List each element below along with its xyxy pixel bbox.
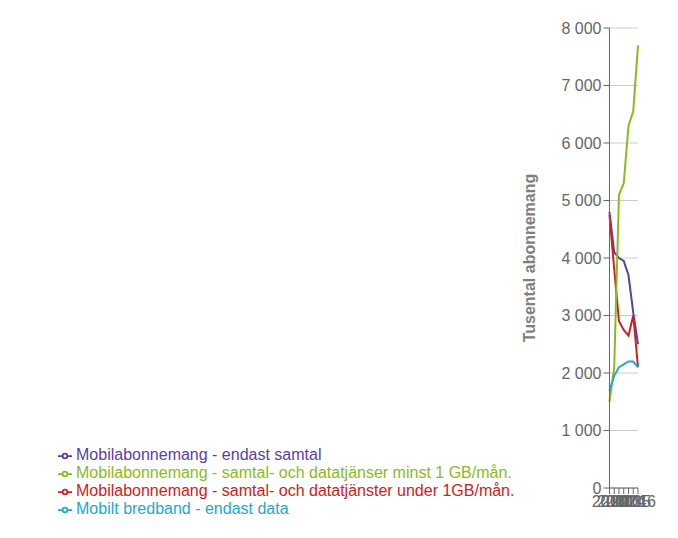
html-text:Mobilabonnemang - endast samta: Mobilabonnemang - endast samtal [76, 446, 322, 463]
svg-text:1 000: 1 000 [561, 422, 601, 439]
html-text:Mobilabonnemang - samtal- och: Mobilabonnemang - samtal- och datatjänst… [76, 482, 515, 499]
svg-text:3 000: 3 000 [561, 307, 601, 324]
svg-text:6 000: 6 000 [561, 135, 601, 152]
svg-text:5 000: 5 000 [561, 192, 601, 209]
svg-text:0: 0 [593, 480, 602, 497]
svg-text:Tusental abonnemang: Tusental abonnemang [521, 174, 538, 343]
svg-text:2016: 2016 [620, 493, 656, 510]
html-text:Mobilabonnemang - samtal- och: Mobilabonnemang - samtal- och datatjänse… [76, 464, 512, 481]
svg-text:2 000: 2 000 [561, 365, 601, 382]
html-text:Mobilt bredband - endast data: Mobilt bredband - endast data [76, 500, 289, 517]
svg-text:4 000: 4 000 [561, 250, 601, 267]
svg-text:7 000: 7 000 [561, 77, 601, 94]
svg-text:8 000: 8 000 [561, 20, 601, 37]
